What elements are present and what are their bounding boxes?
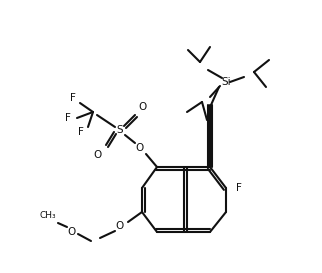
- Text: F: F: [78, 127, 84, 137]
- Text: CH₃: CH₃: [40, 212, 56, 221]
- Text: F: F: [236, 183, 242, 193]
- Text: O: O: [139, 102, 147, 112]
- Text: F: F: [70, 93, 76, 103]
- Text: O: O: [116, 221, 124, 231]
- Text: Si: Si: [221, 77, 231, 87]
- Text: O: O: [68, 227, 76, 237]
- Text: O: O: [136, 143, 144, 153]
- Text: S: S: [117, 125, 123, 135]
- Text: F: F: [65, 113, 71, 123]
- Text: O: O: [94, 150, 102, 160]
